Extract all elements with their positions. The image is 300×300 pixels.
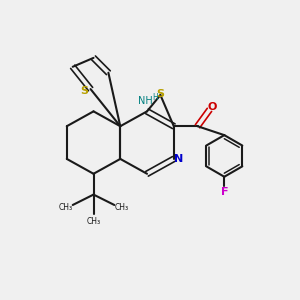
Text: CH₃: CH₃ [58,203,72,212]
Text: H: H [152,93,158,102]
Text: O: O [208,102,217,112]
Text: S: S [156,88,164,98]
Text: S: S [81,85,88,96]
Text: CH₃: CH₃ [86,217,100,226]
Text: CH₃: CH₃ [115,203,129,212]
Text: F: F [220,187,228,196]
Text: NH: NH [138,96,153,106]
Text: N: N [174,154,183,164]
